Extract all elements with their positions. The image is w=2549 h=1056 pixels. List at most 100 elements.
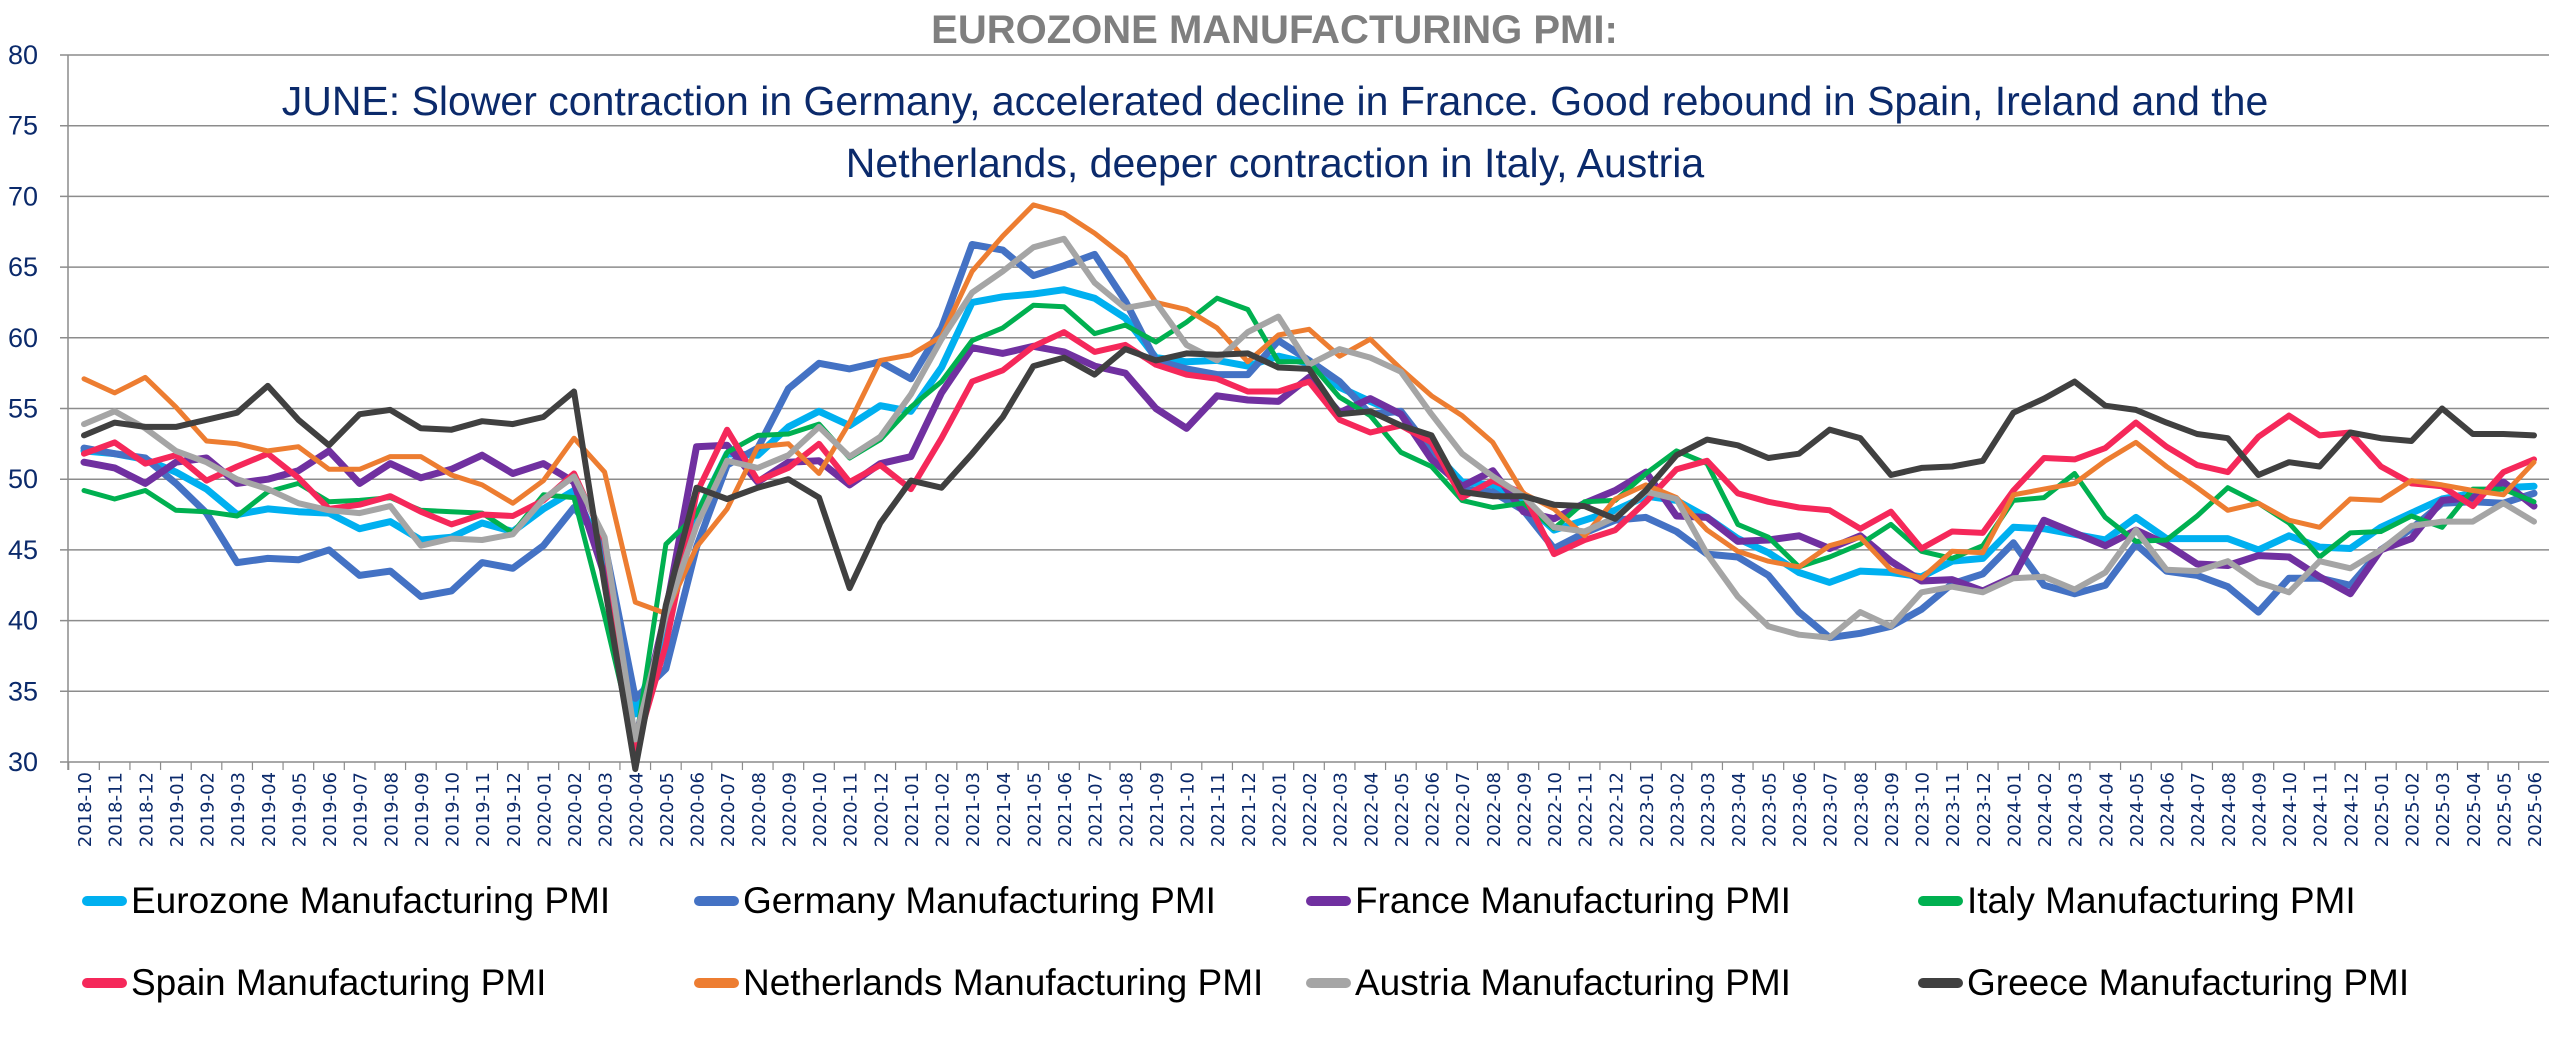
x-tick-label: 2020-04	[626, 772, 647, 847]
series-line-austria	[81, 235, 2537, 743]
legend-label: Italy Manufacturing PMI	[1967, 880, 2356, 921]
y-tick-label: 50	[8, 464, 38, 494]
x-tick-label: 2022-03	[1331, 772, 1352, 847]
x-tick-label: 2019-08	[381, 772, 402, 847]
x-tick-label: 2023-02	[1668, 772, 1689, 847]
x-tick-label: 2020-11	[841, 772, 862, 847]
gridlines	[60, 54, 2549, 763]
x-tick-label: 2024-07	[2188, 772, 2209, 847]
x-tick-label: 2025-04	[2464, 772, 2485, 847]
x-tick-label: 2019-10	[443, 772, 464, 847]
legend-swatch-spain	[82, 978, 127, 988]
x-tick-label: 2023-11	[1943, 772, 1964, 847]
x-tick-label: 2024-01	[2004, 772, 2025, 847]
x-tick-label: 2021-10	[1178, 772, 1199, 847]
x-tick-label: 2019-01	[167, 772, 188, 847]
x-tick-label: 2021-08	[1116, 772, 1137, 847]
x-tick-label: 2019-11	[473, 772, 494, 847]
x-tick-label: 2022-09	[1514, 772, 1535, 847]
x-tick-label: 2025-01	[2372, 772, 2393, 847]
x-tick-label: 2020-01	[534, 772, 555, 847]
legend-item-germany[interactable]: Germany Manufacturing PMI	[694, 880, 1216, 922]
x-tick-label: 2024-02	[2035, 772, 2056, 847]
series-line-spain	[81, 329, 2537, 754]
x-tick-label: 2024-11	[2311, 772, 2332, 847]
x-tick-label: 2019-06	[320, 772, 341, 847]
chart-title: EUROZONE MANUFACTURING PMI:	[931, 8, 1618, 52]
legend-item-austria[interactable]: Austria Manufacturing PMI	[1306, 962, 1791, 1004]
x-tick-label: 2019-03	[228, 772, 249, 847]
y-tick-label: 65	[8, 252, 38, 282]
axes	[67, 55, 2520, 770]
legend-label: Spain Manufacturing PMI	[131, 962, 547, 1003]
x-tick-label: 2022-08	[1484, 772, 1505, 847]
x-tick-label: 2020-06	[688, 772, 709, 847]
x-tick-label: 2021-07	[1086, 772, 1107, 847]
x-tick-label: 2021-04	[994, 772, 1015, 847]
x-tick-label: 2023-05	[1759, 772, 1780, 847]
x-tick-label: 2018-10	[75, 772, 96, 847]
x-tick-label: 2023-06	[1790, 772, 1811, 847]
x-tick-label: 2020-09	[779, 772, 800, 847]
legend-item-netherlands[interactable]: Netherlands Manufacturing PMI	[694, 962, 1263, 1004]
x-tick-label: 2022-11	[1576, 772, 1597, 847]
legend-label: Greece Manufacturing PMI	[1967, 962, 2410, 1003]
x-tick-label: 2023-12	[1974, 772, 1995, 847]
x-tick-label: 2019-02	[198, 772, 219, 847]
x-tick-label: 2020-02	[565, 772, 586, 847]
x-tick-label: 2022-06	[1423, 772, 1444, 847]
x-tick-label: 2024-06	[2158, 772, 2179, 847]
x-tick-label: 2023-07	[1821, 772, 1842, 847]
x-tick-label: 2024-12	[2341, 772, 2362, 847]
legend-label: Netherlands Manufacturing PMI	[743, 962, 1264, 1003]
y-tick-label: 80	[8, 40, 38, 70]
x-tick-label: 2021-11	[1208, 772, 1229, 847]
y-tick-label: 60	[8, 323, 38, 353]
legend-item-greece[interactable]: Greece Manufacturing PMI	[1918, 962, 2409, 1004]
x-tick-label: 2020-05	[657, 772, 678, 847]
x-tick-label: 2018-11	[106, 772, 127, 847]
x-tick-label: 2019-04	[259, 772, 280, 847]
y-tick-label: 30	[8, 747, 38, 777]
x-tick-label: 2024-08	[2219, 772, 2240, 847]
x-tick-label: 2018-12	[136, 772, 157, 847]
x-tick-label: 2021-09	[1147, 772, 1168, 847]
legend-item-france[interactable]: France Manufacturing PMI	[1306, 880, 1791, 922]
x-tick-label: 2020-10	[810, 772, 831, 847]
x-tick-label: 2021-05	[1024, 772, 1045, 847]
y-tick-label: 70	[8, 181, 38, 211]
x-tick-label: 2020-12	[871, 772, 892, 847]
x-tick-label: 2025-03	[2433, 772, 2454, 847]
legend-swatch-italy	[1918, 896, 1963, 906]
legend-swatch-netherlands	[694, 978, 739, 988]
x-tick-label: 2022-07	[1453, 772, 1474, 847]
x-tick-label: 2023-09	[1882, 772, 1903, 847]
x-tick-label: 2022-01	[1269, 772, 1290, 847]
y-tick-label: 40	[8, 606, 38, 636]
x-tick-label: 2020-08	[749, 772, 770, 847]
x-tick-label: 2023-08	[1851, 772, 1872, 847]
legend-item-italy[interactable]: Italy Manufacturing PMI	[1918, 880, 2356, 922]
y-axis-ticks: 30 35 40 45 50 55 60 65 70 75 80	[8, 40, 38, 777]
legend-label: France Manufacturing PMI	[1355, 880, 1791, 921]
legend-item-eurozone[interactable]: Eurozone Manufacturing PMI	[82, 880, 610, 922]
legend-swatch-greece	[1918, 978, 1963, 988]
x-tick-label: 2019-09	[412, 772, 433, 847]
series-line-greece	[81, 346, 2537, 773]
x-tick-label: 2019-07	[351, 772, 372, 847]
chart-subtitle: JUNE: Slower contraction in Germany, acc…	[281, 78, 2269, 186]
x-tick-label: 2020-03	[596, 772, 617, 847]
x-tick-label: 2021-01	[902, 772, 923, 847]
legend-item-spain[interactable]: Spain Manufacturing PMI	[82, 962, 546, 1004]
x-tick-label: 2023-01	[1637, 772, 1658, 847]
x-tick-label: 2022-10	[1545, 772, 1566, 847]
x-tick-label: 2024-04	[2096, 772, 2117, 847]
x-tick-label: 2023-10	[1913, 772, 1934, 847]
x-tick-label: 2022-05	[1392, 772, 1413, 847]
x-tick-label: 2024-03	[2066, 772, 2087, 847]
y-tick-label: 55	[8, 394, 38, 424]
legend-label: Eurozone Manufacturing PMI	[131, 880, 611, 921]
x-tick-label: 2024-05	[2127, 772, 2148, 847]
x-axis-ticks: 2018-10 2018-11 2018-12 2019-01 2019-02 2019-…	[75, 772, 2546, 847]
x-tick-label: 2021-03	[963, 772, 984, 847]
